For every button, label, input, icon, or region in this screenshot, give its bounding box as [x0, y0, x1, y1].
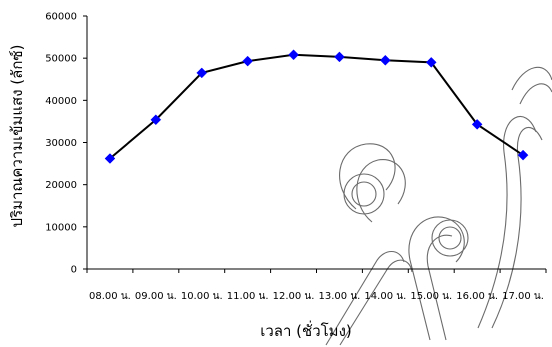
- watermark: [325, 66, 552, 346]
- tick-labels: 0 10000 20000 30000 40000 50000 60000 08.00 น. 0…: [45, 12, 544, 303]
- data-point: [425, 57, 437, 68]
- series-line: [109, 53, 524, 160]
- x-axis-title: เวลา (ชั่วโมง): [260, 320, 352, 340]
- x-tick-label: 17.00 น.: [502, 291, 544, 302]
- y-tick-label: 50000: [45, 54, 77, 65]
- y-tick-label: 0: [71, 265, 77, 276]
- y-tick-label: 20000: [45, 180, 77, 191]
- x-tick-label: 11.00 น.: [227, 291, 269, 302]
- data-point: [334, 51, 345, 63]
- x-tick-label: 16.00 น.: [456, 291, 498, 302]
- x-tick-label: 08.00 น.: [89, 291, 131, 302]
- y-axis-title: ปริมาณความเข้มแสง (ลักซ์): [8, 45, 26, 228]
- data-point: [517, 149, 529, 161]
- x-tick-label: 15.00 น.: [410, 291, 452, 302]
- ticks: [83, 15, 547, 273]
- x-tick-label: 10.00 น.: [181, 291, 223, 302]
- data-point: [104, 153, 116, 164]
- data-point: [471, 119, 483, 130]
- series: [104, 49, 529, 164]
- y-tick-label: 30000: [45, 138, 77, 149]
- x-tick-label: 09.00 น.: [135, 291, 177, 302]
- y-tick-label: 60000: [45, 12, 77, 23]
- x-tick-label: 13.00 น.: [319, 291, 361, 302]
- data-point: [242, 55, 254, 67]
- x-tick-label: 14.00 น.: [364, 291, 406, 302]
- data-point: [196, 67, 208, 79]
- data-point: [288, 49, 299, 61]
- y-tick-label: 40000: [45, 96, 77, 107]
- axes: [86, 16, 546, 270]
- data-point: [379, 54, 391, 66]
- plot-area: 0 10000 20000 30000 40000 50000 60000 08.00 น. 0…: [45, 12, 547, 303]
- data-point: [150, 114, 162, 126]
- x-tick-label: 12.00 น.: [273, 291, 315, 302]
- y-tick-label: 10000: [45, 222, 77, 233]
